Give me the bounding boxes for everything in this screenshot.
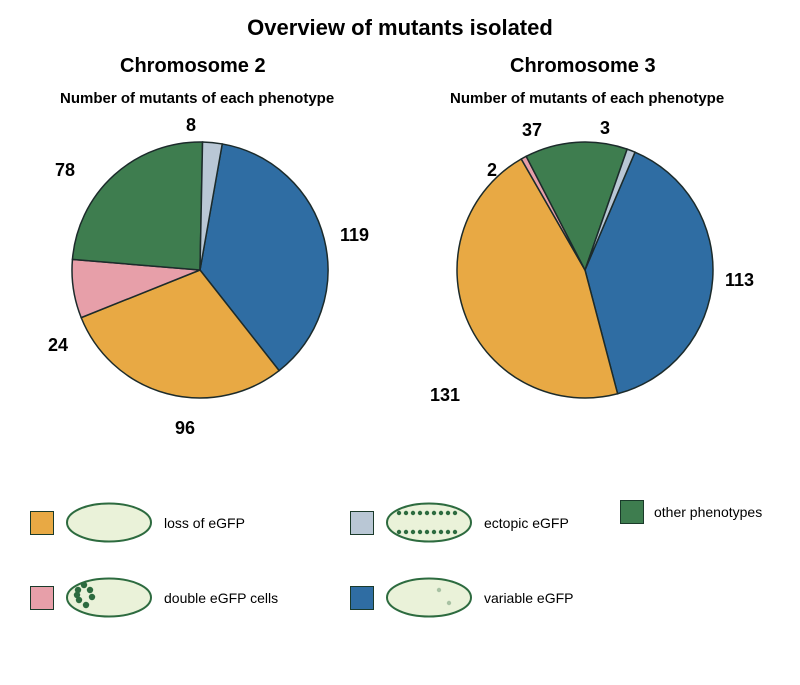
slice-value: 37 bbox=[522, 120, 542, 141]
legend-icon bbox=[384, 500, 474, 545]
slice-value: 96 bbox=[175, 418, 195, 439]
legend-item: double eGFP cells bbox=[30, 575, 278, 620]
legend-icon bbox=[64, 500, 154, 545]
slice-value: 3 bbox=[600, 118, 610, 139]
legend-item: variable eGFP bbox=[350, 575, 573, 620]
slice-value: 8 bbox=[186, 115, 196, 136]
legend-icon bbox=[64, 575, 154, 620]
legend-label: variable eGFP bbox=[484, 590, 573, 606]
legend-swatch bbox=[350, 586, 374, 610]
legend-item: other phenotypes bbox=[620, 500, 762, 524]
legend-swatch bbox=[350, 511, 374, 535]
pie-canvas bbox=[0, 0, 800, 470]
pie-slice bbox=[72, 142, 202, 270]
legend-label: loss of eGFP bbox=[164, 515, 245, 531]
slice-value: 78 bbox=[55, 160, 75, 181]
slice-value: 119 bbox=[340, 225, 369, 246]
legend-item: loss of eGFP bbox=[30, 500, 245, 545]
legend-swatch bbox=[30, 586, 54, 610]
legend-item: ectopic eGFP bbox=[350, 500, 569, 545]
legend-swatch bbox=[30, 511, 54, 535]
slice-value: 113 bbox=[725, 270, 754, 291]
legend-swatch bbox=[620, 500, 644, 524]
legend-label: other phenotypes bbox=[654, 504, 762, 520]
legend-label: ectopic eGFP bbox=[484, 515, 569, 531]
slice-value: 131 bbox=[430, 385, 460, 406]
slice-value: 2 bbox=[487, 160, 497, 181]
legend-label: double eGFP cells bbox=[164, 590, 278, 606]
legend-icon bbox=[384, 575, 474, 620]
slice-value: 24 bbox=[48, 335, 68, 356]
